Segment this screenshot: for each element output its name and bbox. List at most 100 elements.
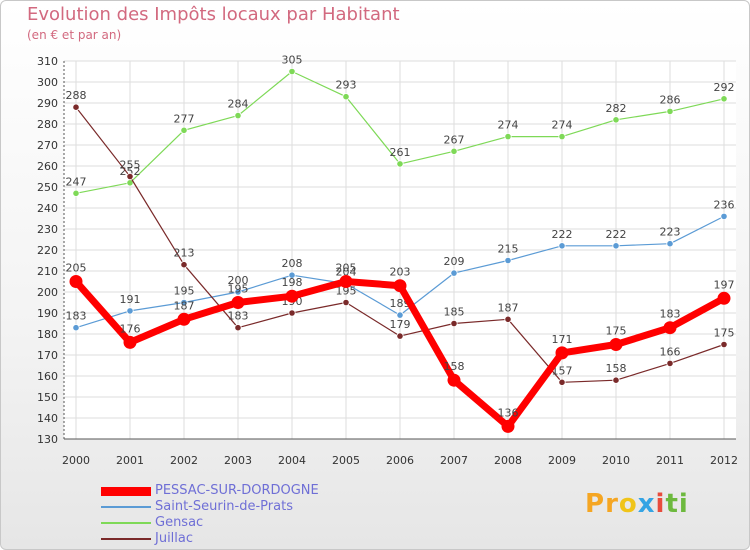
data-label: 255 — [120, 159, 141, 172]
data-point — [126, 307, 134, 315]
legend-swatch — [101, 522, 151, 524]
data-label: 187 — [498, 301, 519, 314]
data-point — [558, 378, 566, 386]
y-tick-label: 310 — [37, 55, 58, 68]
logo-letter: t — [665, 489, 679, 519]
y-tick-label: 240 — [37, 202, 58, 215]
data-label: 282 — [606, 102, 627, 115]
logo-letter: i — [678, 489, 689, 519]
data-point — [123, 335, 137, 349]
data-point — [450, 147, 458, 155]
data-label: 288 — [66, 89, 87, 102]
data-label: 247 — [66, 175, 87, 188]
legend-swatch — [101, 538, 151, 540]
y-tick-label: 150 — [37, 391, 58, 404]
x-tick-label: 2010 — [602, 454, 630, 467]
data-label: 222 — [606, 228, 627, 241]
data-point — [720, 212, 728, 220]
data-label: 208 — [282, 257, 303, 270]
chart-subtitle: (en € et par an) — [27, 28, 122, 42]
y-tick-label: 250 — [37, 181, 58, 194]
x-tick-label: 2009 — [548, 454, 576, 467]
data-point — [720, 95, 728, 103]
legend-label: Saint-Seurin-de-Prats — [155, 499, 293, 514]
data-label: 284 — [228, 98, 249, 111]
data-label: 195 — [228, 283, 249, 296]
data-label: 200 — [228, 274, 249, 287]
data-label: 292 — [714, 81, 735, 94]
data-label: 252 — [120, 165, 141, 178]
data-label: 176 — [120, 322, 141, 335]
data-label: 209 — [444, 255, 465, 268]
data-point — [180, 126, 188, 134]
logo-letter: r — [605, 489, 619, 519]
legend-swatch — [101, 506, 151, 508]
data-label: 183 — [66, 310, 87, 323]
data-point — [177, 312, 191, 326]
data-label: 293 — [336, 79, 357, 92]
data-label: 136 — [498, 406, 519, 419]
x-tick-label: 2007 — [440, 454, 468, 467]
data-point — [234, 324, 242, 332]
y-tick-label: 140 — [37, 412, 58, 425]
y-tick-label: 270 — [37, 139, 58, 152]
data-label: 166 — [660, 345, 681, 358]
data-label: 213 — [174, 247, 195, 260]
data-point — [609, 338, 623, 351]
data-label: 274 — [552, 119, 573, 132]
y-tick-label: 220 — [37, 244, 58, 257]
x-tick-label: 2006 — [386, 454, 414, 467]
x-tick-label: 2004 — [278, 454, 306, 467]
y-tick-label: 190 — [37, 307, 58, 320]
data-point — [558, 133, 566, 141]
legend-item: Juillac — [101, 531, 401, 547]
data-label: 195 — [174, 285, 195, 298]
logo-letter: P — [585, 489, 606, 519]
legend-label: PESSAC-SUR-DORDOGNE — [155, 483, 319, 498]
x-tick-label: 2001 — [116, 454, 144, 467]
data-point — [396, 160, 404, 168]
data-point — [396, 332, 404, 340]
y-tick-label: 290 — [37, 97, 58, 110]
data-label: 204 — [336, 266, 357, 279]
x-tick-label: 2012 — [710, 454, 738, 467]
data-point — [450, 269, 458, 277]
data-point — [288, 309, 296, 317]
data-label: 191 — [120, 293, 141, 306]
data-point — [612, 376, 620, 384]
data-point — [339, 275, 353, 288]
data-point — [666, 240, 674, 248]
data-point — [393, 279, 407, 293]
data-label: 205 — [66, 262, 87, 275]
data-label: 267 — [444, 133, 465, 146]
data-label: 215 — [498, 243, 519, 256]
data-label: 183 — [228, 310, 249, 323]
data-point — [558, 242, 566, 250]
data-point — [234, 112, 242, 120]
data-point — [72, 103, 80, 111]
data-point — [69, 275, 83, 288]
x-tick-label: 2003 — [224, 454, 252, 467]
data-label: 286 — [660, 93, 681, 106]
y-tick-label: 230 — [37, 223, 58, 236]
data-label: 183 — [660, 308, 681, 321]
data-point — [72, 324, 80, 332]
proxiti-logo: Proxiti — [585, 489, 689, 519]
data-point — [342, 298, 350, 307]
data-point — [288, 271, 296, 279]
y-tick-label: 200 — [37, 286, 58, 299]
data-point — [180, 298, 188, 307]
y-tick-label: 300 — [37, 76, 58, 89]
data-label: 195 — [336, 285, 357, 298]
data-point — [234, 288, 242, 296]
data-point — [612, 242, 620, 250]
data-label: 274 — [498, 119, 519, 132]
data-point — [666, 359, 674, 367]
x-tick-label: 2011 — [656, 454, 684, 467]
logo-letter: x — [637, 489, 656, 519]
y-tick-label: 170 — [37, 349, 58, 362]
data-point — [288, 67, 296, 76]
y-tick-label: 260 — [37, 160, 58, 173]
data-point — [663, 321, 677, 335]
